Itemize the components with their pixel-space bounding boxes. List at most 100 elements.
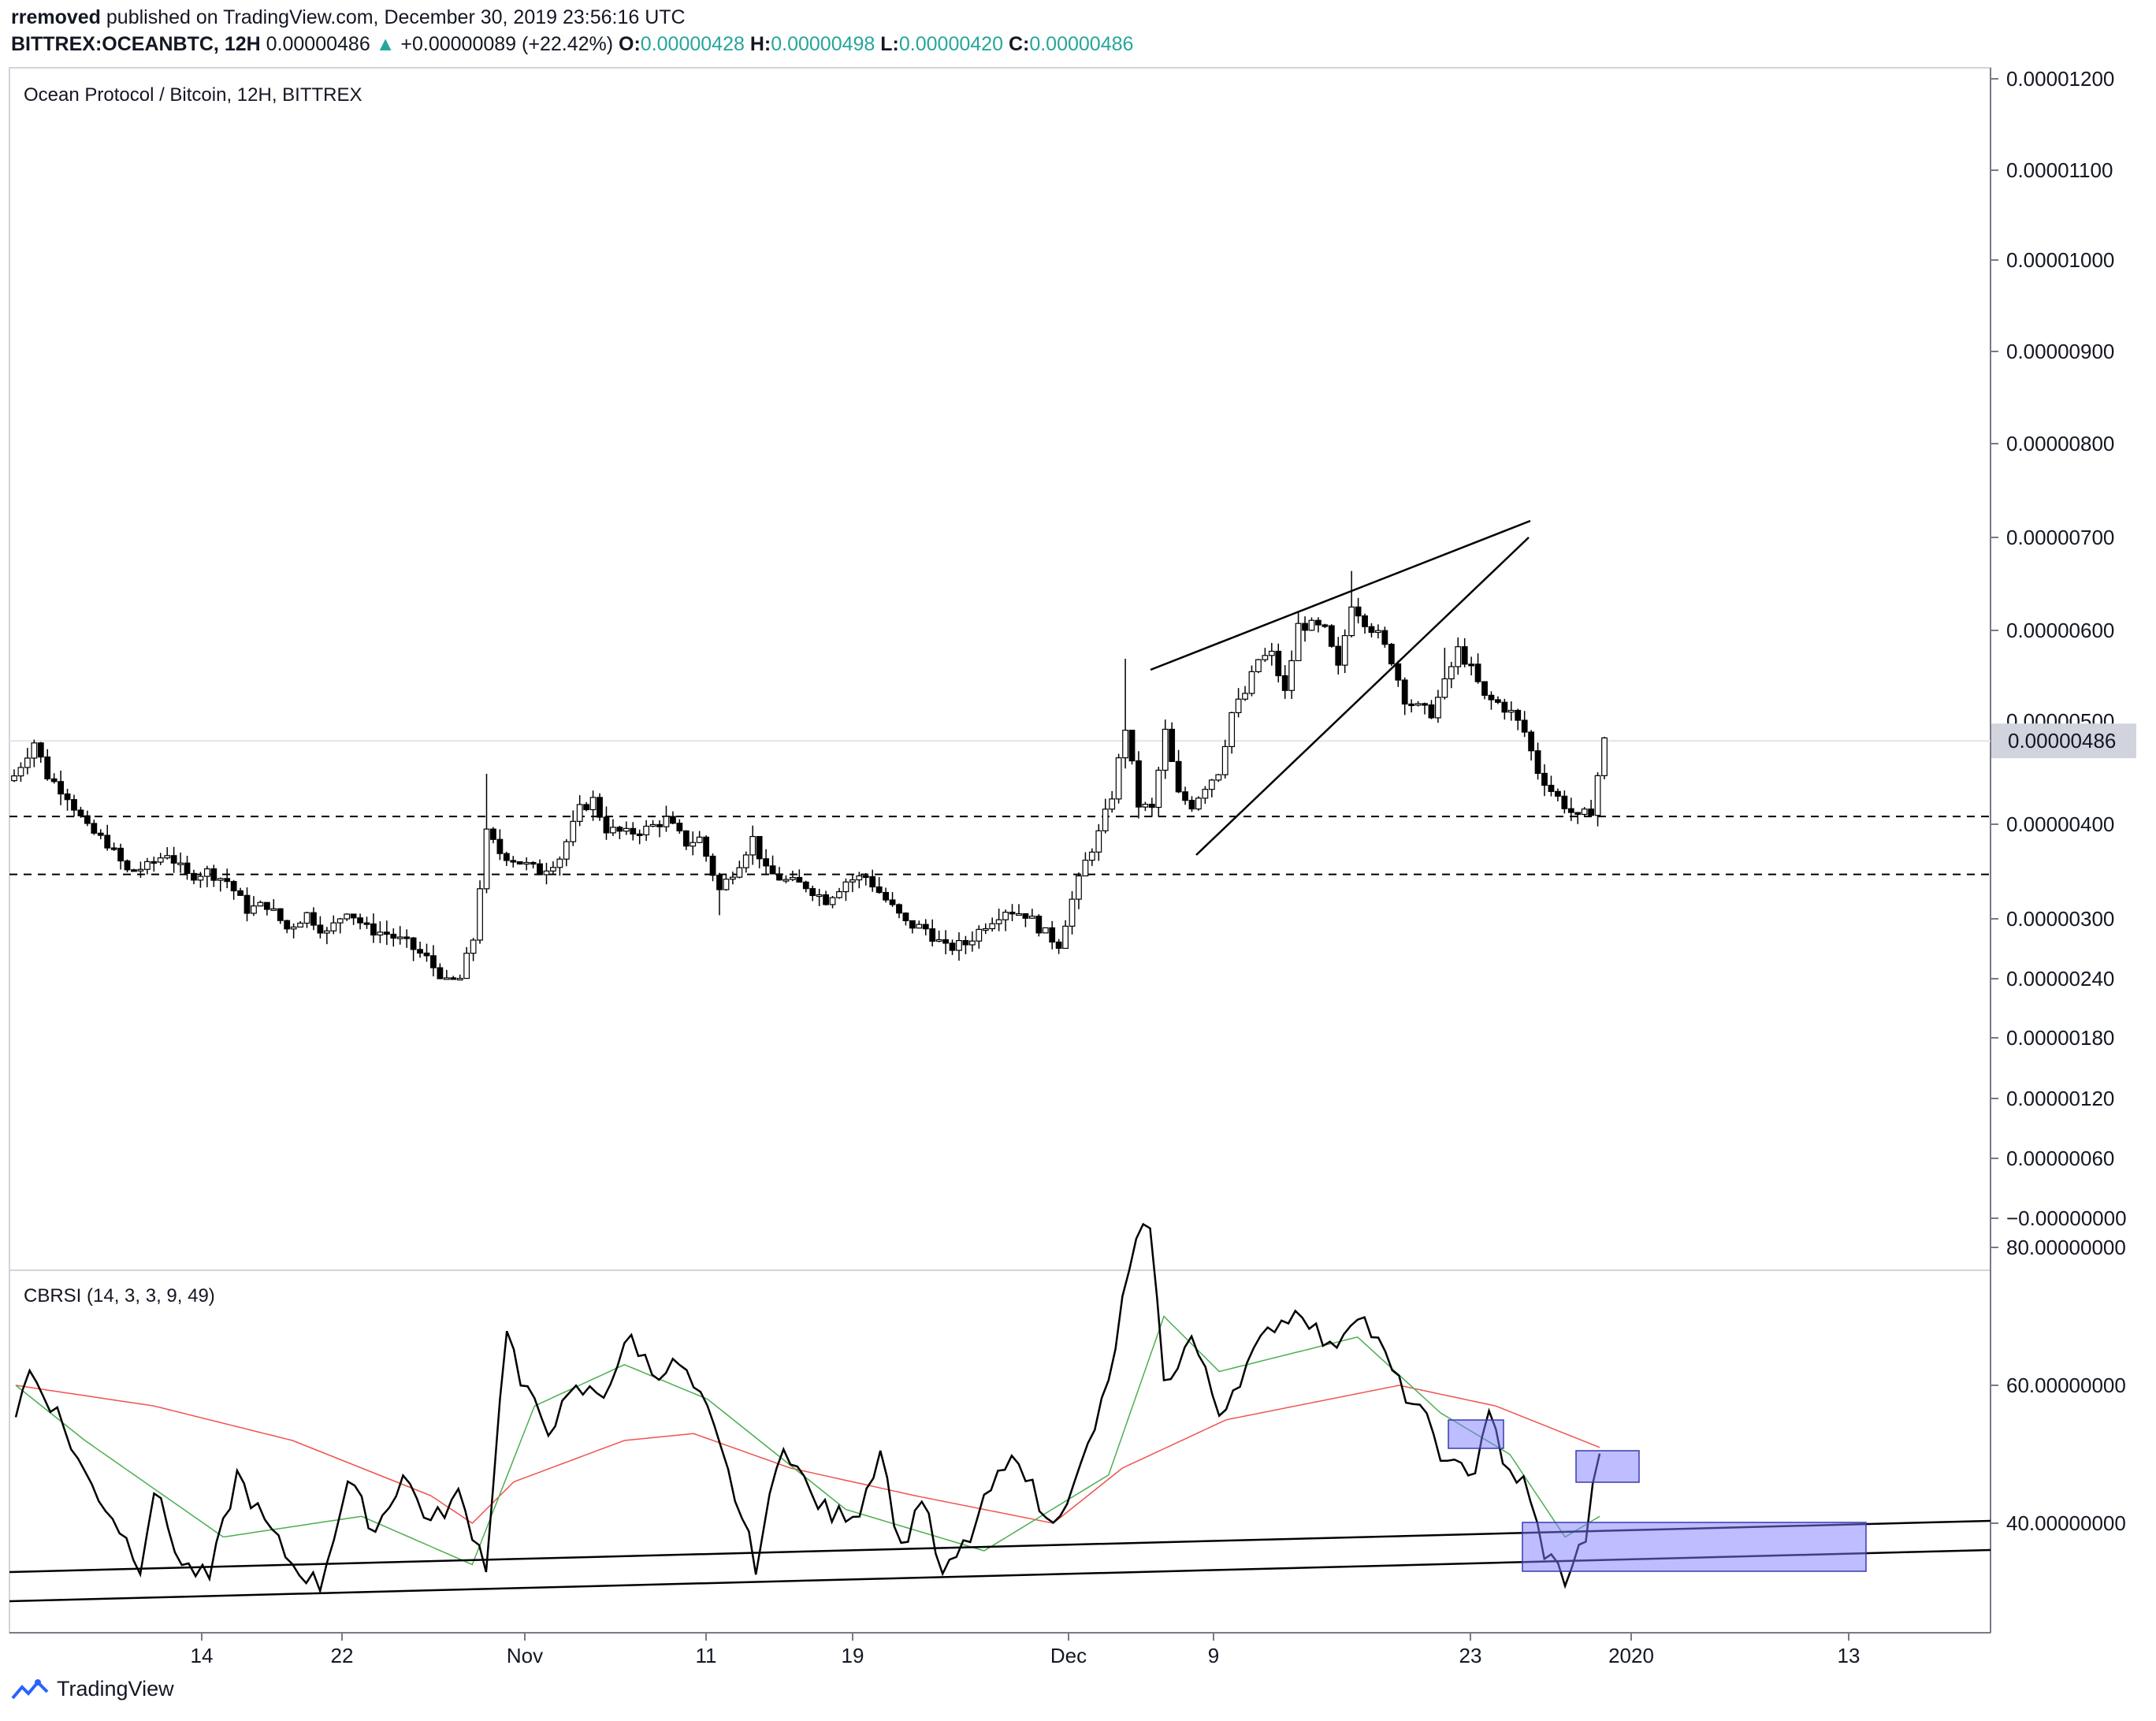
- candle: [64, 788, 71, 811]
- wedge-lower-trendline[interactable]: [1195, 537, 1530, 856]
- candle: [170, 846, 177, 873]
- candle: [137, 861, 144, 879]
- candle: [164, 847, 171, 860]
- candle: [24, 748, 31, 775]
- time-axis-label: 2020: [1608, 1644, 1654, 1667]
- candle: [1221, 739, 1229, 779]
- price-axis[interactable]: 0.00001200 0.00001100 0.00001000 0.00000900…: [1991, 67, 2127, 1230]
- candle: [663, 805, 670, 832]
- candle: [909, 920, 916, 934]
- candle: [1275, 643, 1282, 682]
- price-pane-frame: [9, 67, 1991, 1271]
- price-tag-label: 0.00000486: [2008, 729, 2116, 753]
- candle: [1302, 616, 1308, 642]
- candle: [1028, 909, 1035, 919]
- candle: [117, 843, 124, 870]
- candle: [363, 916, 370, 929]
- low-value: 0.00000420: [898, 33, 1003, 55]
- candle: [995, 909, 1002, 931]
- candle: [443, 969, 450, 980]
- candle: [1515, 708, 1522, 730]
- candle: [682, 830, 690, 850]
- candle: [396, 926, 403, 945]
- candle: [490, 827, 496, 844]
- candle: [157, 853, 164, 865]
- candle: [197, 872, 204, 888]
- candle: [1408, 699, 1415, 713]
- time-axis[interactable]: 14 22 Nov 11 19 Dec 9 23 2020 13: [191, 1633, 1860, 1667]
- price-axis-label: 0.00000060: [2006, 1147, 2114, 1170]
- candle: [1109, 790, 1116, 813]
- candle: [1288, 650, 1295, 699]
- rsi-axis[interactable]: 80.00000000 60.00000000 40.00000000: [1991, 1236, 2126, 1535]
- rsi-pane-frame: [9, 1269, 1991, 1634]
- wedge-upper-trendline[interactable]: [1150, 519, 1531, 671]
- candle: [284, 920, 291, 934]
- candle: [1049, 920, 1056, 950]
- candle: [929, 919, 936, 946]
- candle: [523, 857, 530, 871]
- candle: [104, 824, 111, 851]
- candle: [503, 851, 510, 866]
- candle: [1461, 637, 1468, 667]
- candle: [563, 838, 570, 867]
- candle: [769, 855, 776, 875]
- candle: [756, 835, 763, 868]
- price-axis-label: 0.00000600: [2006, 619, 2114, 642]
- candle: [883, 887, 890, 903]
- candle: [1169, 722, 1176, 763]
- candle: [836, 887, 842, 899]
- candle: [143, 857, 151, 875]
- candle: [151, 857, 158, 872]
- candle: [131, 868, 137, 872]
- candle: [616, 825, 623, 839]
- candle: [1534, 742, 1541, 780]
- candle: [583, 801, 590, 812]
- candle: [1474, 653, 1481, 684]
- candle: [1202, 786, 1209, 805]
- candle: [1567, 797, 1574, 821]
- candle: [962, 935, 969, 954]
- rsi-highlight-box-2[interactable]: [1575, 1450, 1640, 1483]
- candle: [1548, 775, 1555, 797]
- candle: [390, 928, 397, 947]
- tradingview-label: TradingView: [57, 1677, 174, 1701]
- close-value: 0.00000486: [1029, 33, 1134, 55]
- candle: [968, 931, 976, 952]
- candle: [243, 887, 251, 922]
- candle: [91, 820, 98, 835]
- candle: [1155, 767, 1162, 817]
- candle: [1248, 665, 1255, 697]
- candle: [1362, 613, 1368, 634]
- candle: [1441, 648, 1448, 700]
- candle: [1281, 665, 1288, 699]
- candle: [1182, 786, 1188, 805]
- candle: [323, 927, 330, 945]
- candle: [496, 829, 504, 860]
- price-axis-label: 0.00000240: [2006, 967, 2114, 991]
- time-axis-label: 19: [842, 1644, 864, 1667]
- candle: [610, 819, 616, 836]
- rsi-highlight-box-1[interactable]: [1448, 1419, 1504, 1449]
- candle: [589, 790, 597, 821]
- price-axis-label: 0.00000120: [2006, 1087, 2114, 1110]
- candle: [723, 873, 730, 891]
- support-levels[interactable]: [9, 816, 1991, 875]
- candle: [829, 896, 836, 909]
- rsi-highlight-box-3[interactable]: [1522, 1522, 1867, 1572]
- candle: [463, 946, 470, 979]
- candle: [1215, 774, 1222, 782]
- candle: [649, 820, 656, 827]
- publisher-name[interactable]: rremoved: [11, 6, 101, 28]
- tradingview-brand[interactable]: TradingView: [11, 1677, 174, 1701]
- candle: [875, 877, 883, 894]
- candle: [543, 862, 550, 885]
- candle: [1062, 920, 1069, 950]
- candle: [191, 869, 197, 885]
- candle: [124, 859, 131, 873]
- candle: [423, 943, 430, 962]
- candle: [1122, 658, 1128, 769]
- rsi-ma-line: [15, 1385, 1600, 1524]
- time-axis-label: 13: [1838, 1644, 1860, 1667]
